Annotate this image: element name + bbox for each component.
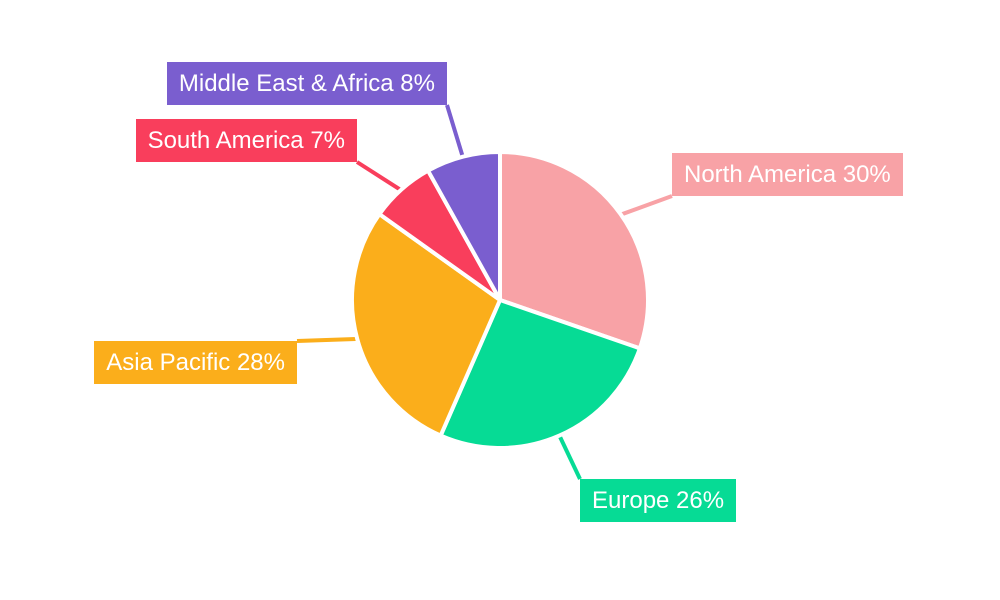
slice-label-europe[interactable]: Europe 26% (580, 479, 737, 522)
slice-label-south-america[interactable]: South America 7% (135, 119, 357, 162)
pie-slice-north-america[interactable] (498, 150, 650, 351)
leader-line-north-america (618, 194, 673, 218)
pie-slice-europe[interactable] (438, 298, 642, 450)
leader-line-south-america (355, 160, 404, 193)
pie-slice-asia-pacific[interactable] (350, 212, 502, 438)
leader-line-europe (556, 432, 582, 480)
slice-label-asia-pacific[interactable]: Asia Pacific 28% (94, 341, 297, 384)
pie-slices-group (350, 150, 650, 450)
leader-line-asia-pacific (296, 336, 360, 343)
slice-label-middle-east-africa[interactable]: Middle East & Africa 8% (166, 62, 447, 105)
leader-lines-group (296, 104, 673, 480)
slice-label-north-america[interactable]: North America 30% (672, 153, 903, 196)
leader-line-middle-east-africa (445, 104, 466, 160)
pie-slice-middle-east-africa[interactable] (426, 150, 502, 302)
